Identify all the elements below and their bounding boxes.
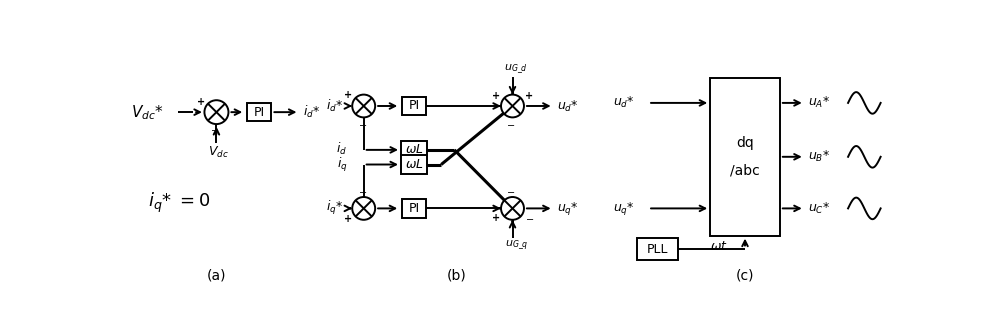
Text: $V_{dc}$: $V_{dc}$	[208, 145, 228, 160]
Text: $u_B$*: $u_B$*	[808, 149, 830, 164]
Text: $u_A$*: $u_A$*	[808, 95, 830, 110]
Text: $u_q$*: $u_q$*	[613, 200, 635, 217]
Text: $\omega t$: $\omega t$	[710, 240, 728, 253]
Circle shape	[352, 197, 375, 220]
Text: $-$: $-$	[506, 186, 516, 196]
Text: (b): (b)	[447, 268, 467, 282]
Text: PLL: PLL	[647, 243, 668, 256]
Text: +: +	[492, 214, 500, 223]
Text: PI: PI	[254, 106, 265, 119]
Text: $V_{dc}$*: $V_{dc}$*	[131, 103, 164, 122]
Text: $\omega L$: $\omega L$	[405, 143, 423, 156]
Text: $u_q$*: $u_q$*	[557, 200, 579, 217]
Text: $i_q$*: $i_q$*	[326, 200, 344, 217]
Text: PI: PI	[409, 202, 420, 215]
Text: $i_q$* $= 0$: $i_q$* $= 0$	[148, 191, 211, 215]
Text: $-$: $-$	[525, 214, 534, 223]
Text: $i_d$: $i_d$	[336, 141, 348, 157]
Text: +: +	[344, 214, 352, 224]
Circle shape	[501, 197, 524, 220]
Bar	[247, 103, 271, 122]
Circle shape	[501, 95, 524, 117]
Text: $u_d$*: $u_d$*	[557, 98, 579, 113]
Bar	[710, 78, 780, 236]
Text: $i_d$*: $i_d$*	[326, 98, 344, 114]
Text: $i_d$*: $i_d$*	[303, 104, 321, 120]
Text: $-$: $-$	[210, 124, 219, 135]
Text: (a): (a)	[207, 268, 226, 282]
Text: $-$: $-$	[358, 119, 367, 129]
Text: PI: PI	[409, 99, 420, 112]
Text: $-$: $-$	[358, 186, 367, 196]
Text: $u_d$*: $u_d$*	[613, 95, 635, 110]
Text: $i_q$: $i_q$	[337, 156, 347, 174]
Text: +: +	[196, 97, 205, 107]
Text: $u_{G\_q}$: $u_{G\_q}$	[505, 239, 528, 252]
Bar	[401, 155, 427, 174]
Bar	[401, 141, 427, 159]
Bar	[637, 239, 678, 260]
Circle shape	[352, 95, 375, 117]
Text: $\omega L$: $\omega L$	[405, 158, 423, 171]
Bar	[402, 97, 426, 115]
Text: $u_C$*: $u_C$*	[808, 201, 830, 216]
Circle shape	[204, 100, 228, 124]
Bar	[402, 199, 426, 218]
Text: $u_{G\_d}$: $u_{G\_d}$	[504, 62, 528, 76]
Text: $-$: $-$	[506, 119, 516, 129]
Text: +: +	[492, 91, 500, 101]
Text: dq: dq	[736, 136, 754, 150]
Text: +: +	[525, 91, 533, 101]
Text: (c): (c)	[736, 268, 754, 282]
Text: +: +	[344, 90, 352, 100]
Text: /abc: /abc	[730, 164, 760, 178]
